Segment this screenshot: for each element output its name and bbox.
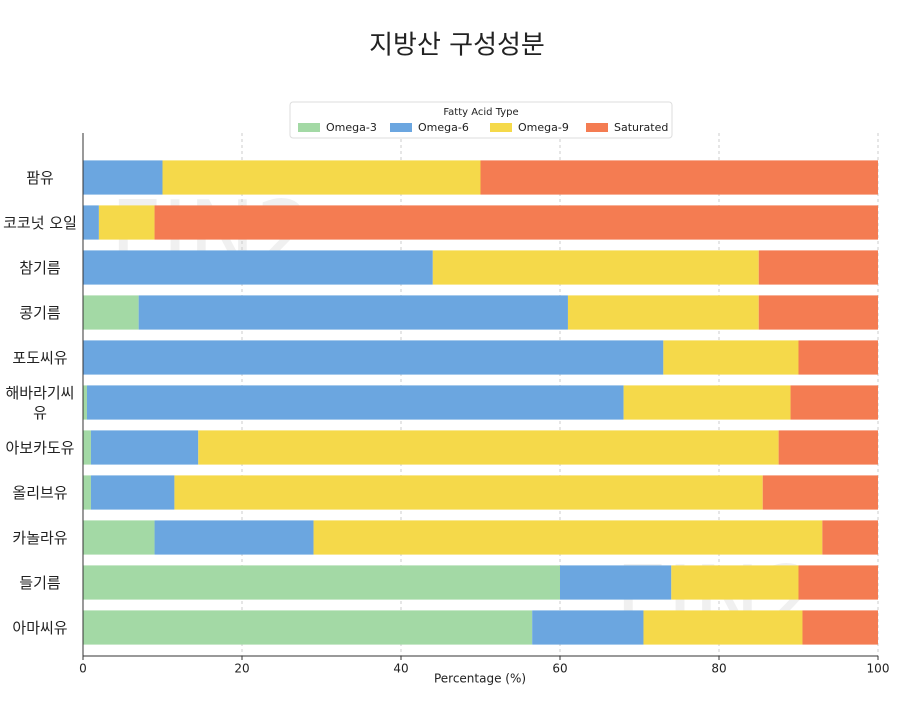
bar-segment: [83, 520, 155, 555]
bar-segment: [83, 340, 664, 375]
legend-swatch: [586, 123, 608, 132]
bar-segment: [671, 565, 799, 600]
bar-segment: [174, 475, 763, 510]
y-tick-label: 포도씨유: [12, 348, 68, 367]
y-tick-label: 해바라기씨유: [5, 383, 75, 422]
bar-segment: [162, 160, 481, 195]
bar-segment: [86, 385, 624, 420]
x-tick-label: 0: [79, 662, 87, 676]
bar-segment: [90, 430, 199, 465]
y-tick-label: 팜유: [26, 168, 54, 187]
x-tick-label: 20: [234, 662, 249, 676]
bar-segment: [83, 205, 99, 240]
bar-segment: [822, 520, 878, 555]
bar-segment: [83, 475, 91, 510]
x-tick-label: 100: [867, 662, 890, 676]
bar-segment: [623, 385, 791, 420]
bar-segment: [790, 385, 878, 420]
legend-label: Omega-6: [418, 121, 469, 134]
legend-label: Omega-9: [518, 121, 569, 134]
bar-segment: [198, 430, 779, 465]
bar-segment: [432, 250, 759, 285]
bar-segment: [154, 205, 879, 240]
bar-segment: [532, 610, 644, 645]
bar-segment: [663, 340, 799, 375]
bar-segment: [83, 610, 533, 645]
bar-segment: [83, 565, 560, 600]
x-tick-label: 40: [393, 662, 408, 676]
bar-segment: [480, 160, 878, 195]
bar-segment: [138, 295, 568, 330]
bar-segment: [643, 610, 803, 645]
legend-title: Fatty Acid Type: [443, 107, 518, 118]
y-tick-label: 아보카도유: [5, 438, 75, 457]
legend-box: [289, 101, 673, 139]
bar-segment: [762, 475, 878, 510]
legend-label: Omega-3: [326, 121, 377, 134]
x-axis-label: Percentage (%): [434, 672, 526, 686]
bar-segment: [802, 610, 878, 645]
bar-segment: [83, 385, 87, 420]
bar-segment: [778, 430, 878, 465]
y-tick-label: 참기름: [19, 258, 61, 277]
bar-segment: [154, 520, 314, 555]
bar-segment: [90, 475, 175, 510]
x-tick-label: 80: [711, 662, 726, 676]
bar-segment: [83, 250, 433, 285]
bar-segment: [567, 295, 759, 330]
y-tick-label: 코코넛 오일: [3, 213, 77, 232]
y-tick-label: 올리브유: [12, 483, 68, 502]
legend-label: Saturated: [614, 121, 668, 134]
chart-title: 지방산 구성성분: [369, 31, 545, 61]
bar-segment: [83, 295, 139, 330]
y-tick-label: 들기름: [19, 573, 61, 592]
bar-segment: [798, 565, 878, 600]
bar-segment: [313, 520, 823, 555]
bar-segment: [83, 160, 163, 195]
bar-segment: [758, 295, 878, 330]
legend-swatch: [490, 123, 512, 132]
y-tick-label: 아마씨유: [12, 618, 68, 637]
bar-segment: [798, 340, 878, 375]
y-tick-label: 콩기름: [19, 303, 61, 322]
bar-segment: [83, 430, 91, 465]
legend-swatch: [298, 123, 320, 132]
bar-segment: [758, 250, 878, 285]
bar-segment: [560, 565, 672, 600]
x-tick-label: 60: [552, 662, 567, 676]
y-tick-label: 카놀라유: [12, 528, 68, 547]
bar-segment: [98, 205, 155, 240]
legend-swatch: [390, 123, 412, 132]
